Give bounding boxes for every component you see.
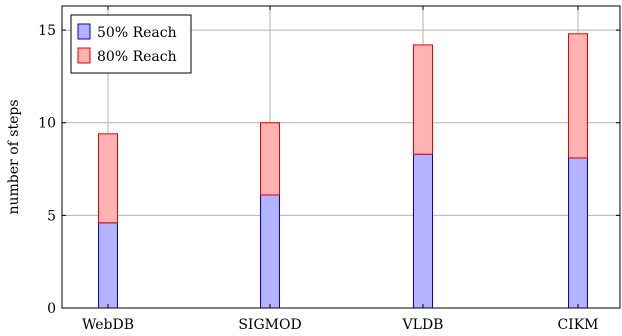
legend-box: [70, 14, 192, 74]
x-tick-label: WebDB: [82, 317, 134, 333]
y-tick-label: 15: [38, 23, 56, 39]
plot-frame: [61, 5, 621, 309]
bar-webdb-series-2: [98, 133, 118, 224]
legend-swatch-2: [77, 47, 91, 64]
axis-ticks: 0 5 10 15 WebDB SIGMOD VLDB CIKM: [38, 6, 620, 333]
x-tick-label: SIGMOD: [238, 317, 301, 333]
y-tick-label: 10: [38, 116, 56, 132]
legend-swatch-1: [77, 23, 91, 40]
y-tick-label: 5: [47, 208, 56, 224]
bars: [98, 33, 588, 309]
bar-vldb-series-1: [413, 153, 433, 309]
x-tick-label: CIKM: [557, 317, 598, 333]
bar-cikm-series-2: [568, 33, 588, 159]
y-tick-label: 0: [47, 301, 56, 317]
legend-label-1: 50% Reach: [97, 25, 177, 41]
y-axis-title: number of steps: [6, 99, 22, 214]
bar-vldb-series-2: [413, 44, 433, 155]
bar-sigmod-series-2: [260, 122, 280, 196]
bar-sigmod-series-1: [260, 194, 280, 309]
legend: 50% Reach 80% Reach: [70, 14, 192, 74]
bar-webdb-series-1: [98, 222, 118, 309]
x-tick-label: VLDB: [402, 317, 444, 333]
bar-cikm-series-1: [568, 157, 588, 309]
legend-label-2: 80% Reach: [97, 49, 177, 65]
